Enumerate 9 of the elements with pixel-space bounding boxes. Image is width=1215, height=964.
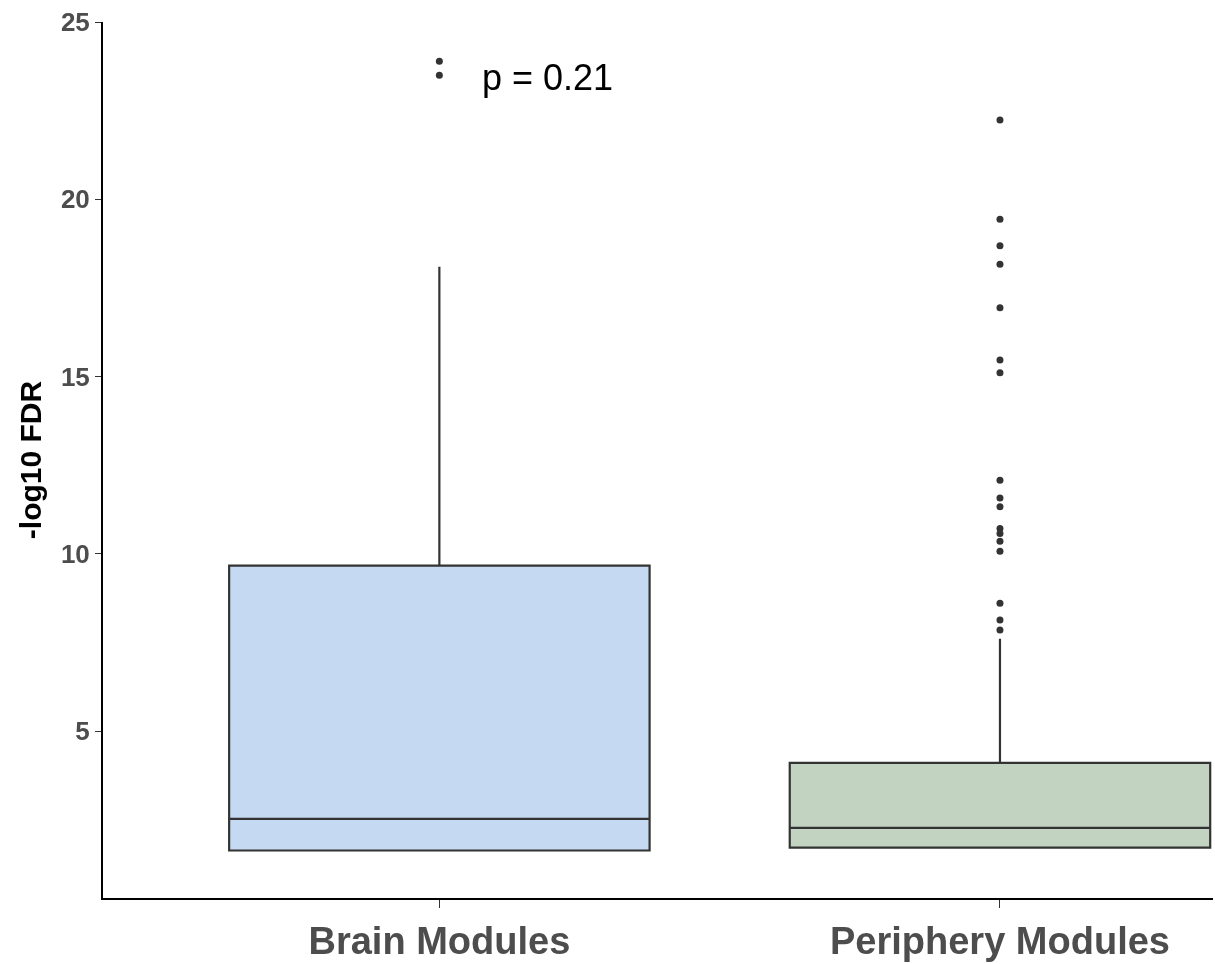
y-tick-label: 25 (60, 7, 90, 38)
y-tick-label: 20 (60, 184, 90, 215)
y-tick-label: 10 (60, 539, 90, 570)
y-tick-label: 5 (75, 716, 90, 747)
y-tick-label: 15 (60, 361, 90, 392)
y-axis-title: -log10 FDR (14, 380, 48, 540)
annotation: p = 0.21 (482, 57, 614, 98)
x-tick-label: Periphery Modules (829, 919, 1170, 962)
x-tick-label: Brain Modules (308, 919, 571, 962)
